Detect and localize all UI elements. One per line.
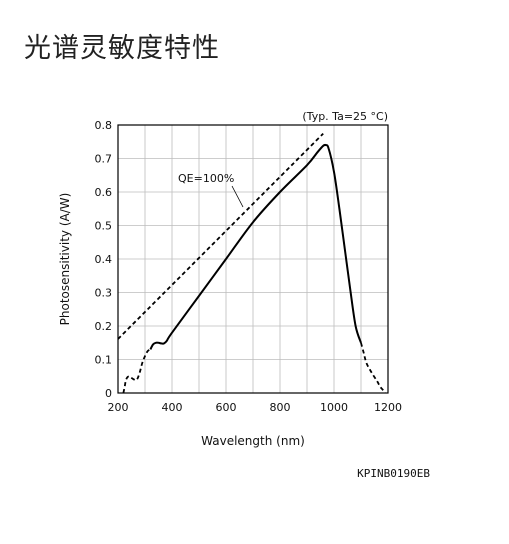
- page-title: 光谱灵敏度特性: [24, 33, 220, 64]
- figure-code: KPINB0190EB: [357, 467, 430, 480]
- x-tick-label: 1000: [320, 401, 348, 414]
- y-axis-title: Photosensitivity (A/W): [58, 193, 72, 326]
- qe-100-label: QE=100%: [178, 172, 234, 185]
- x-tick-label: 800: [270, 401, 291, 414]
- x-tick-label: 600: [216, 401, 237, 414]
- y-tick-label: 0: [105, 387, 112, 400]
- grid-layer: [117, 124, 389, 394]
- label-layer: 200 400 600 800 1000 1200 0 0.1 0.2 0.3 0.4 0.5 0.6 0…: [58, 110, 430, 480]
- photosensitivity-curve-extrapolated: [122, 348, 151, 393]
- condition-note: (Typ. Ta=25 °C): [302, 110, 388, 123]
- axis-layer: [117, 124, 389, 394]
- y-tick-label: 0.1: [95, 354, 113, 367]
- x-axis-title: Wavelength (nm): [201, 434, 305, 448]
- plot-frame: [117, 124, 389, 394]
- y-tick-label: 0.5: [95, 220, 113, 233]
- x-tick-label: 400: [162, 401, 183, 414]
- photosensitivity-curve: [149, 143, 362, 350]
- qe-100-leader-line: [231, 185, 244, 208]
- qe-100-line: [118, 132, 324, 340]
- y-tick-label: 0.8: [95, 119, 113, 132]
- y-tick-label: 0.6: [95, 186, 113, 199]
- y-tick-label: 0.2: [95, 320, 113, 333]
- curve-layer: [118, 132, 387, 393]
- photosensitivity-curve-extrapolated: [360, 342, 387, 393]
- y-tick-label: 0.4: [95, 253, 113, 266]
- y-tick-label: 0.7: [95, 153, 113, 166]
- x-tick-label: 200: [108, 401, 129, 414]
- x-tick-label: 1200: [374, 401, 402, 414]
- y-tick-label: 0.3: [95, 287, 113, 300]
